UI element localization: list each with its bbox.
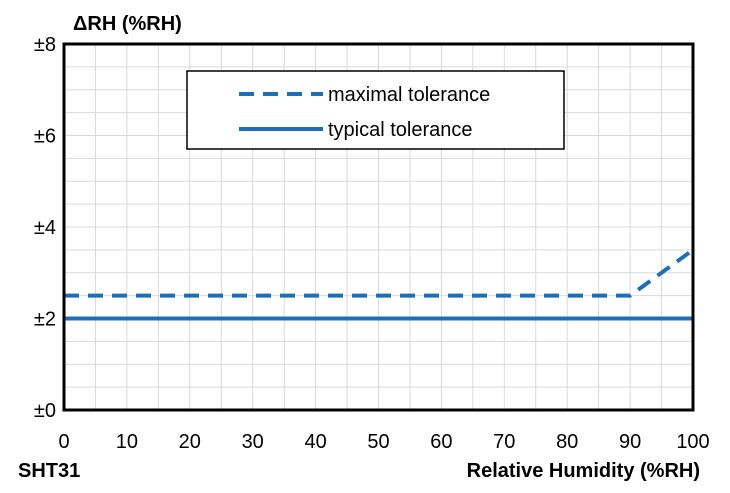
x-tick-label: 70 (493, 431, 515, 453)
x-tick-label: 50 (367, 431, 389, 453)
legend-box (186, 70, 565, 150)
x-tick-label: 90 (619, 431, 641, 453)
y-tick-label: ±6 (34, 126, 56, 148)
legend-label-maximal: maximal tolerance (328, 84, 490, 106)
x-tick-label: 10 (116, 431, 138, 453)
x-axis-title: Relative Humidity (%RH) (467, 460, 700, 482)
x-tick-label: 20 (179, 431, 201, 453)
x-tick-label: 80 (556, 431, 578, 453)
y-axis-title: ΔRH (%RH) (73, 13, 182, 35)
y-tick-label: ±0 (34, 400, 56, 422)
series-layer (64, 248, 695, 321)
x-tick-label: 40 (304, 431, 326, 453)
y-tick-label: ±8 (34, 34, 56, 56)
x-tick-label: 30 (242, 431, 264, 453)
y-tick-label: ±4 (34, 217, 56, 239)
x-tick-label: 100 (676, 431, 709, 453)
legend-label-typical: typical tolerance (328, 119, 473, 141)
legend: maximal tolerance typical tolerance (186, 70, 565, 150)
x-tick-label: 60 (430, 431, 452, 453)
x-tick-label: 0 (58, 431, 69, 453)
y-tick-labels: ±0 ±2 ±4 ±6 ±8 (34, 34, 56, 422)
series-line-maximal-tolerance (64, 248, 695, 298)
x-tick-labels: 0 10 20 30 40 50 60 70 80 90 100 (58, 431, 709, 453)
plot-frame (62, 42, 695, 412)
chart-corner-label: SHT31 (18, 460, 80, 482)
y-tick-label: ±2 (34, 309, 56, 331)
